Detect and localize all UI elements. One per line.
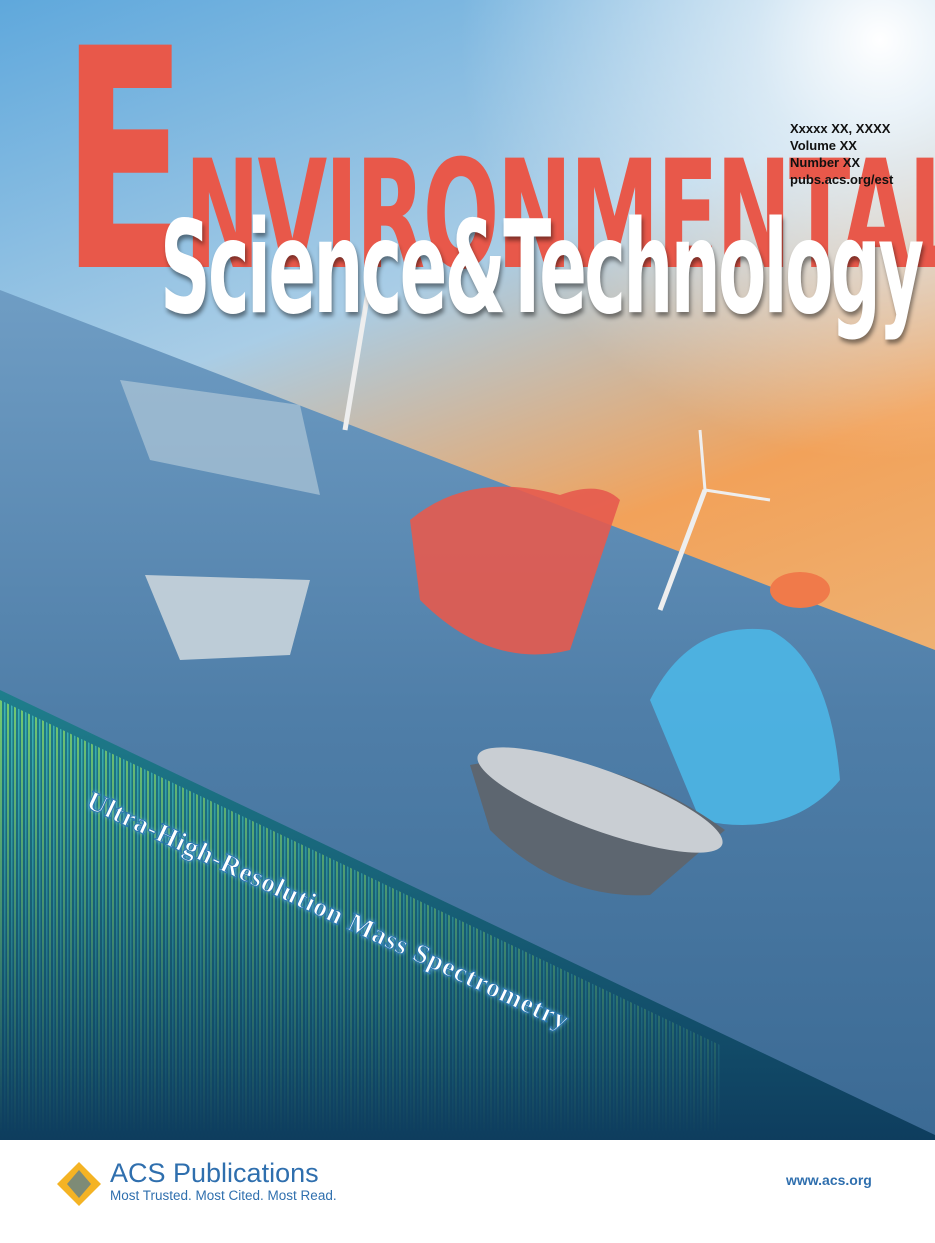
issue-info: Xxxxx XX, XXXX Volume XX Number XX pubs.… (790, 120, 893, 188)
footer (0, 1140, 935, 1243)
publisher: ACS Publications (110, 1158, 319, 1188)
cover-illustration (0, 0, 935, 1140)
issue-url: pubs.acs.org/est (790, 172, 894, 187)
journal-subtitle: Science&Technology (160, 194, 924, 343)
cover-art: Environmental Science&Technology Xxxxx X… (0, 0, 935, 1140)
acs-logo (57, 1162, 101, 1206)
tagline: Most Trusted. Most Cited. Most Read. (110, 1188, 337, 1203)
journal-title: Environmental (62, 0, 935, 339)
issue-number: Number XX (790, 155, 861, 170)
issue-date: Xxxxx XX, XXXX (790, 121, 891, 136)
website: www.acs.org (786, 1172, 872, 1188)
issue-volume: Volume XX (790, 138, 857, 153)
